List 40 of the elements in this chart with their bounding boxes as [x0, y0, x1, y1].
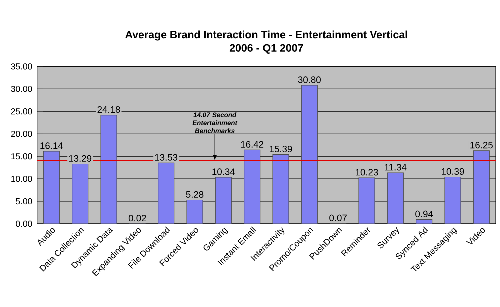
- y-tick-label: 20.00: [11, 131, 32, 138]
- bar: [444, 177, 462, 224]
- bar: [301, 85, 318, 224]
- data-label: 5.28: [186, 192, 204, 198]
- bar: [72, 164, 89, 224]
- data-label: 10.34: [212, 168, 236, 176]
- bar: [244, 150, 261, 224]
- data-label: 16.25: [470, 142, 493, 149]
- data-label: 11.34: [385, 164, 407, 171]
- bar: [100, 115, 118, 224]
- chart-title: Average Brand Interaction Time - Entertainment Vertical: [126, 30, 408, 41]
- data-label: 10.39: [442, 168, 464, 176]
- data-label: 24.18: [98, 106, 120, 114]
- bar: [358, 178, 376, 224]
- data-label: 0.02: [128, 215, 146, 222]
- y-tick-label: 35.00: [11, 64, 32, 70]
- data-label: 16.42: [241, 141, 264, 148]
- bar: [416, 220, 433, 224]
- bar: [43, 151, 60, 224]
- bar: [215, 177, 232, 224]
- data-label: 0.07: [330, 214, 347, 222]
- data-label: 13.53: [155, 154, 178, 162]
- y-tick-label: 15.00: [12, 154, 32, 160]
- data-label: 0.94: [416, 211, 434, 218]
- data-label: 13.29: [69, 156, 92, 162]
- bar: [186, 200, 204, 224]
- y-tick-label: 10.00: [12, 176, 32, 182]
- y-tick-label: 0.00: [16, 221, 32, 228]
- data-label: 15.39: [270, 146, 292, 153]
- data-label: 10.23: [356, 169, 378, 176]
- chart-subtitle: 2006 - Q1 2007: [230, 44, 304, 54]
- bar: [158, 163, 175, 224]
- data-label: 30.80: [298, 76, 321, 84]
- bar: [272, 154, 290, 224]
- y-tick-label: 5.00: [16, 198, 32, 205]
- y-tick-label: 25.00: [11, 108, 32, 115]
- bar: [387, 172, 404, 224]
- data-label: 16.14: [40, 142, 64, 150]
- bar: [473, 150, 490, 224]
- y-tick-label: 30.00: [11, 86, 32, 92]
